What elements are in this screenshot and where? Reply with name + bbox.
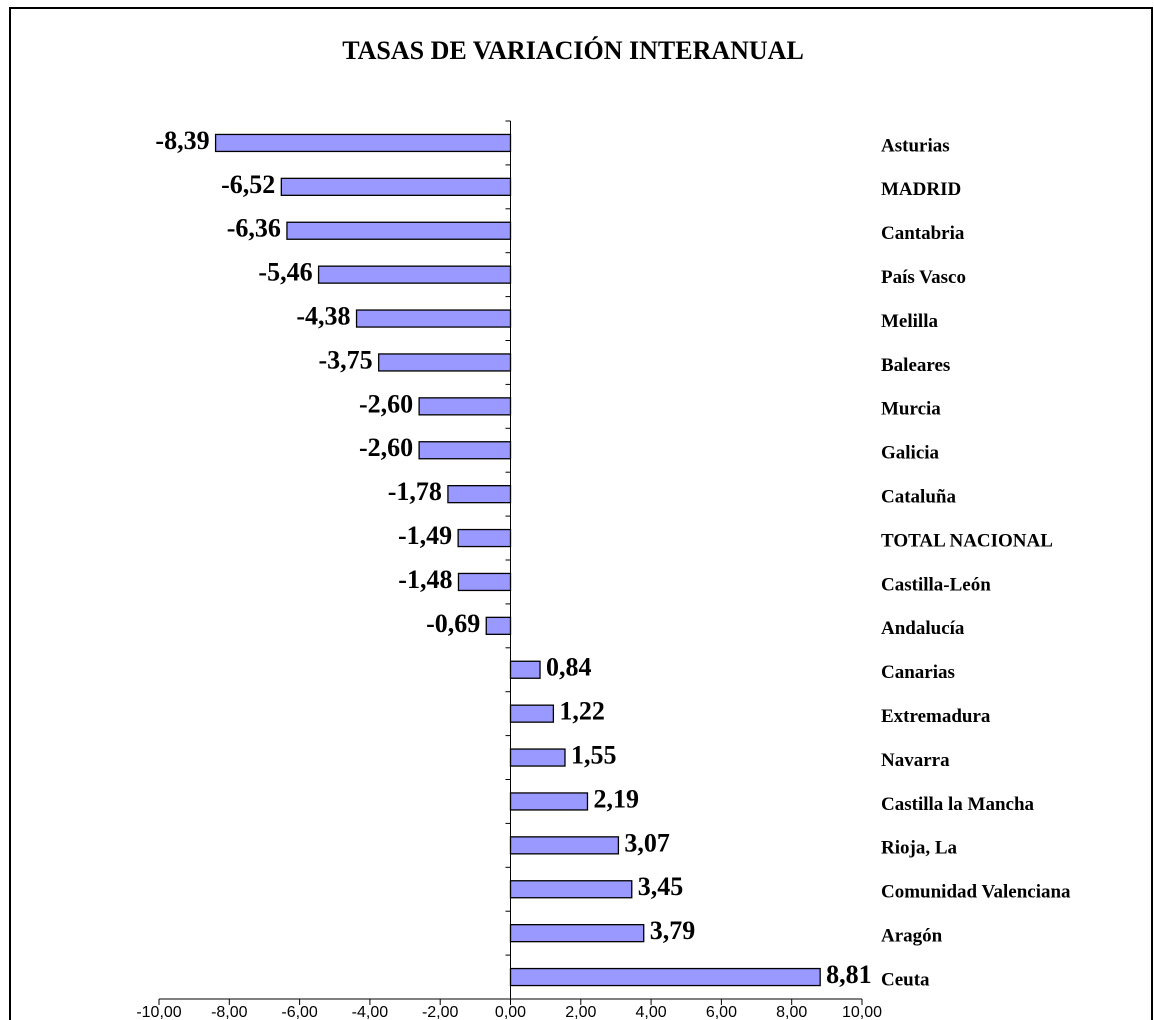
category-label: Castilla la Mancha (881, 794, 1035, 815)
x-tick-label: -2,00 (422, 1004, 459, 1020)
value-label: 1,55 (571, 741, 617, 770)
category-label: Canarias (881, 662, 955, 683)
category-label: Murcia (881, 399, 941, 420)
bar (509, 704, 555, 723)
category-label: Comunidad Valenciana (881, 882, 1071, 903)
bar (418, 441, 512, 460)
bar (378, 353, 512, 372)
bar (317, 265, 512, 284)
category-label: Rioja, La (881, 838, 958, 859)
x-tick-label: 2,00 (565, 1004, 596, 1020)
bar (509, 836, 620, 855)
x-tick-label: 0,00 (495, 1004, 526, 1020)
bar (418, 397, 512, 416)
category-label: Melilla (881, 311, 938, 332)
value-label: -2,60 (359, 389, 413, 418)
bar (280, 177, 512, 197)
value-label: 1,22 (559, 697, 605, 726)
category-label: Navarra (881, 750, 950, 771)
bar (509, 967, 821, 987)
bar (509, 924, 645, 943)
bar (509, 748, 566, 767)
category-label: Aragón (881, 926, 943, 947)
bar (447, 484, 512, 504)
value-label: -5,46 (258, 258, 312, 287)
bar (214, 133, 512, 153)
chart-frame (9, 7, 1153, 1020)
chart-title: TASAS DE VARIACIÓN INTERANUAL (342, 36, 804, 65)
x-tick-label: -8,00 (211, 1004, 248, 1020)
value-label: -6,36 (227, 214, 281, 243)
category-label: Extremadura (881, 706, 991, 727)
value-label: -1,49 (398, 521, 452, 550)
category-label: MADRID (881, 179, 961, 200)
value-label: 8,81 (826, 960, 872, 989)
bar (457, 528, 512, 548)
bar (509, 880, 633, 899)
value-label: -3,75 (319, 345, 373, 374)
value-label: 3,07 (624, 828, 670, 857)
x-tick-label: -10,00 (136, 1004, 181, 1020)
value-label: 0,84 (546, 653, 592, 682)
value-label: -4,38 (296, 302, 350, 331)
bar (355, 309, 512, 328)
value-label: 3,45 (638, 872, 684, 901)
value-label: -8,39 (155, 126, 209, 155)
category-label: Baleares (881, 355, 950, 376)
value-label: -6,52 (221, 170, 275, 199)
value-label: -0,69 (426, 609, 480, 638)
x-tick-label: 8,00 (776, 1004, 807, 1020)
category-label: País Vasco (881, 267, 966, 288)
value-label: -1,78 (388, 477, 442, 506)
value-label: 3,79 (650, 916, 696, 945)
x-tick-label: 6,00 (706, 1004, 737, 1020)
bar (509, 792, 589, 811)
bar (457, 572, 512, 592)
x-tick-label: -4,00 (352, 1004, 389, 1020)
bar (509, 660, 541, 679)
category-label: Andalucía (881, 618, 965, 639)
category-label: Galicia (881, 443, 940, 464)
bar (485, 616, 512, 635)
x-tick-label: 4,00 (636, 1004, 667, 1020)
bar (286, 221, 512, 240)
value-label: -2,60 (359, 433, 413, 462)
category-label: Asturias (881, 135, 950, 156)
category-label: Cantabria (881, 223, 965, 244)
value-label: -1,48 (398, 565, 452, 594)
category-label: Ceuta (881, 969, 930, 990)
category-label: TOTAL NACIONAL (881, 530, 1053, 551)
value-label: 2,19 (593, 784, 639, 813)
category-label: Cataluña (881, 487, 956, 508)
x-tick-label: -6,00 (281, 1004, 318, 1020)
category-label: Castilla-León (881, 574, 991, 595)
x-tick-label: 10,00 (842, 1004, 882, 1020)
